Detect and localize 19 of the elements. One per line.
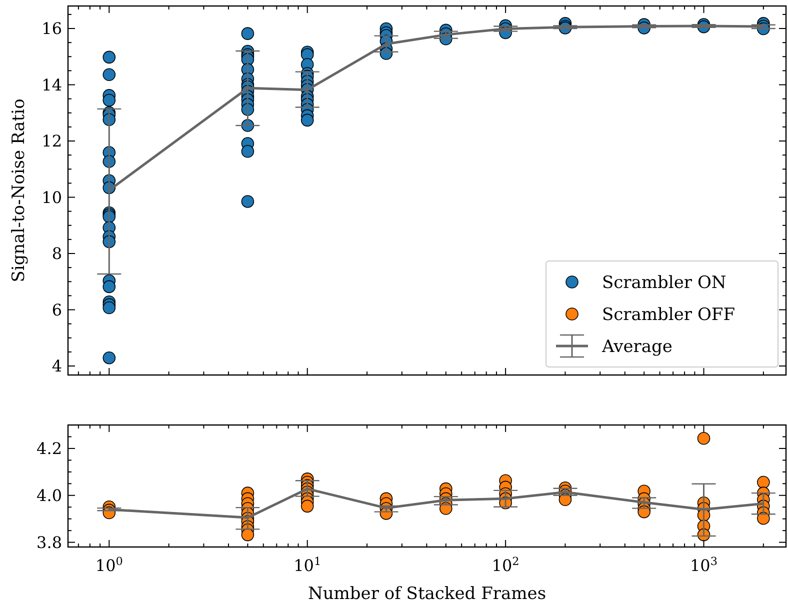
legend-label: Scrambler ON <box>602 273 726 293</box>
legend-label: Average <box>601 337 672 357</box>
x-tick-label: 10$^{3}$ <box>690 554 718 575</box>
y-tick-label: 6 <box>52 300 62 320</box>
y-tick-label: 3.8 <box>36 532 62 552</box>
y-tick-label: 10 <box>42 188 62 207</box>
y-tick-label: 16 <box>42 19 62 38</box>
y-axis-title: Signal-to-Noise Ratio <box>9 98 29 282</box>
x-tick-label: 10$^{2}$ <box>492 554 520 575</box>
x-axis-title: Number of Stacked Frames <box>308 584 546 604</box>
legend-label: Scrambler OFF <box>602 305 736 325</box>
x-tick-label: 10$^{0}$ <box>95 554 123 575</box>
x-tick-label: 10$^{1}$ <box>294 554 322 575</box>
y-tick-label: 4.2 <box>36 438 62 458</box>
y-tick-label: 4.0 <box>36 486 62 505</box>
y-tick-label: 14 <box>42 75 62 94</box>
y-tick-label: 12 <box>42 132 62 150</box>
y-tick-label: 8 <box>52 244 62 263</box>
y-tick-label: 4 <box>52 356 62 376</box>
